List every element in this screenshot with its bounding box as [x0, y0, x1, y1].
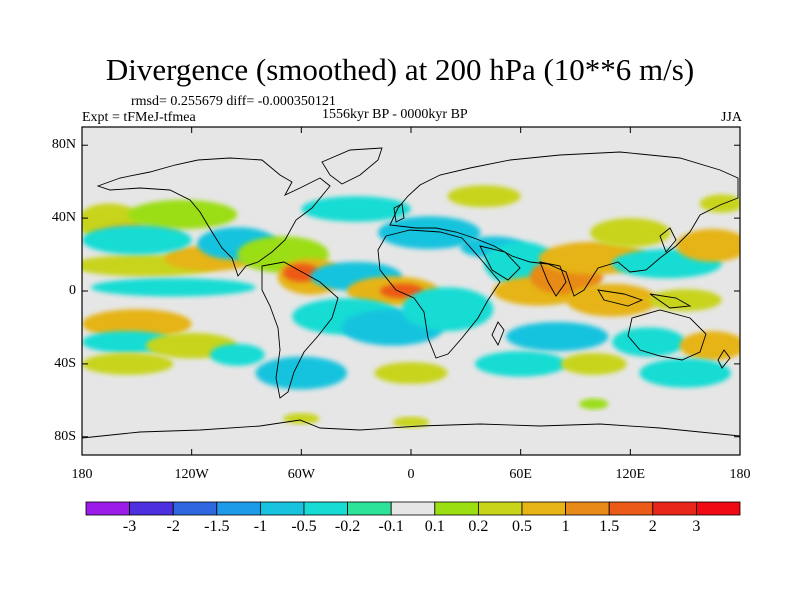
anomaly-patch	[560, 352, 627, 375]
colorbar-swatch	[477, 501, 523, 516]
colorbar-label: 1.5	[599, 518, 620, 535]
colorbar-swatch	[696, 501, 741, 516]
colorbar-swatch	[347, 501, 392, 516]
y-tick-label: 40S	[54, 355, 76, 371]
anomaly-patch	[82, 309, 192, 339]
anomaly-patch	[612, 327, 686, 357]
period-label: 1556kyr BP - 0000kyr BP	[322, 107, 468, 122]
x-tick-label: 180	[729, 467, 751, 482]
anomaly-patch	[679, 331, 740, 361]
colorbar-swatch	[608, 501, 654, 516]
colorbar-label: 3	[692, 518, 701, 535]
colorbar-swatch	[652, 501, 697, 516]
anomaly-patch	[648, 289, 722, 312]
colorbar-swatch	[85, 501, 130, 516]
anomaly-patch	[127, 199, 238, 230]
x-tick-label: 60E	[509, 467, 532, 482]
colorbar-swatch	[129, 501, 174, 516]
anomaly-patch	[590, 218, 671, 248]
colorbar-label: -3	[122, 518, 137, 535]
colorbar-label: -1.5	[204, 518, 230, 535]
colorbar-swatch	[521, 501, 566, 516]
anomaly-patch	[379, 283, 424, 299]
anomaly-patch	[474, 351, 567, 377]
x-tick-label: 120W	[174, 467, 209, 482]
anomaly-patch	[639, 358, 731, 388]
x-tick-label: 60W	[287, 467, 315, 482]
colorbar-label: 0.1	[424, 518, 445, 535]
plot-title: Divergence (smoothed) at 200 hPa (10**6 …	[105, 52, 695, 87]
colorbar-swatch	[565, 501, 610, 516]
colorbar-label: 2	[648, 518, 657, 535]
anomaly-patch	[392, 416, 430, 428]
anomaly-patch	[378, 216, 481, 250]
colorbar-swatch	[434, 501, 479, 516]
anomaly-patch	[91, 278, 256, 297]
colorbar-label: -0.5	[291, 518, 317, 535]
anomaly-patch	[566, 283, 658, 317]
anomaly-patch	[301, 196, 411, 222]
colorbar-label: 1	[561, 518, 570, 535]
anomaly-patch	[699, 194, 740, 213]
axis-ticks	[81, 127, 741, 455]
anomaly-patch	[283, 413, 320, 425]
anomaly-patch	[579, 398, 609, 410]
y-tick-label: 40N	[51, 210, 76, 226]
anomaly-patch	[374, 362, 448, 384]
season-label: JJA	[720, 110, 742, 125]
anomaly-patch	[401, 287, 494, 332]
y-tick-label: 0	[69, 283, 76, 298]
experiment-label: Expt = tFMeJ-tfmea	[82, 110, 196, 125]
anomaly-patch	[209, 343, 265, 366]
colorbar-label: -1	[253, 518, 268, 535]
stats-line: rmsd= 0.255679 diff= -0.000350121	[131, 94, 336, 109]
colorbar-label: 0.5	[512, 518, 532, 535]
anomaly-patch	[255, 356, 348, 390]
colorbar-label: -2	[166, 518, 180, 535]
colorbar-swatch	[216, 501, 261, 516]
colorbar-swatch	[303, 501, 348, 516]
coastlines	[82, 147, 740, 439]
colorbar-swatch	[172, 501, 218, 516]
anomaly-patch	[82, 352, 174, 375]
x-tick-label: 120E	[615, 467, 646, 482]
anomaly-patch	[447, 185, 521, 208]
colorbar-swatch	[390, 501, 436, 516]
y-tick-label: 80S	[54, 428, 76, 444]
anomaly-patch	[506, 321, 609, 352]
colorbar-label: -0.1	[378, 518, 404, 535]
x-tick-label: 180	[71, 467, 93, 482]
anomaly-patch	[676, 229, 740, 262]
x-tick-label: 0	[407, 467, 415, 482]
anomaly-field	[82, 185, 740, 428]
anomaly-patch	[82, 225, 192, 255]
colorbar-label: 0.2	[468, 518, 489, 535]
colorbar	[85, 501, 741, 516]
anomaly-patch	[283, 263, 320, 282]
colorbar-label: -0.2	[334, 518, 361, 535]
y-tick-label: 80N	[51, 137, 76, 153]
colorbar-swatch	[259, 501, 305, 516]
